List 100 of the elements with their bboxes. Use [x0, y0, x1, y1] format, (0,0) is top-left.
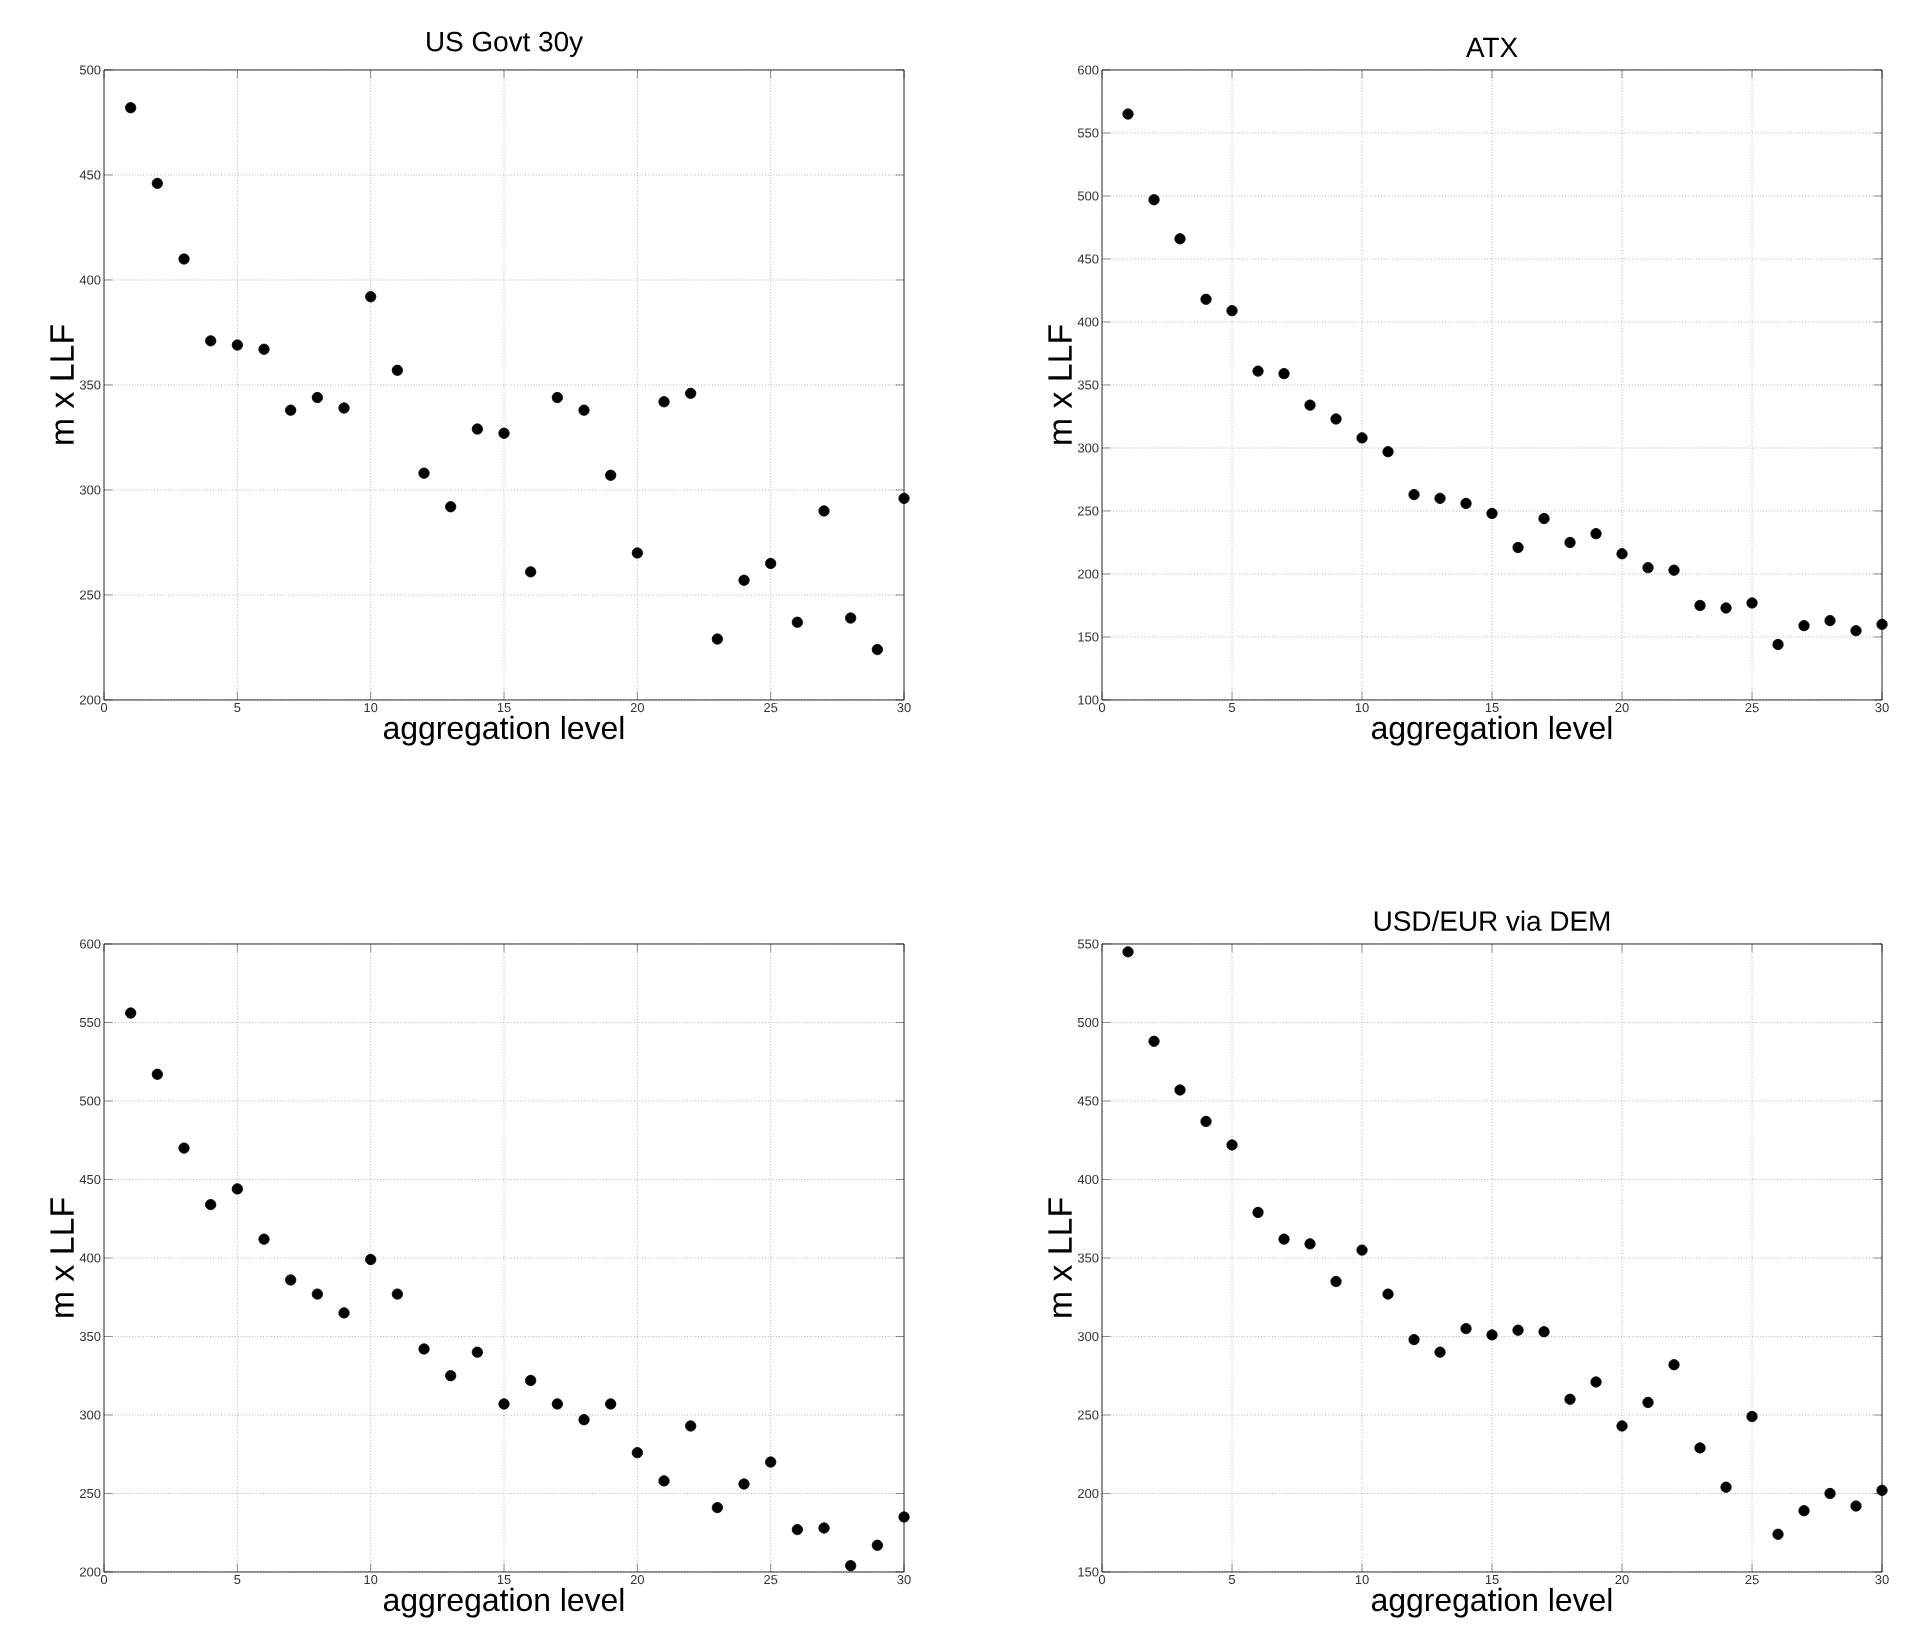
point — [311, 1288, 323, 1300]
point — [285, 1274, 297, 1286]
x-axis-title: aggregation level — [383, 1587, 624, 1618]
point — [125, 102, 137, 114]
point — [1590, 528, 1602, 540]
point — [685, 1420, 697, 1432]
point — [1356, 432, 1368, 444]
point — [711, 1502, 723, 1514]
point — [1564, 536, 1576, 549]
point — [1642, 562, 1654, 574]
point — [1460, 1323, 1472, 1335]
point — [1824, 614, 1836, 627]
point — [1200, 293, 1212, 305]
chart-title: ATX — [1465, 37, 1518, 57]
point — [1538, 512, 1550, 525]
point — [631, 1447, 643, 1459]
point — [818, 505, 830, 517]
point — [1408, 1334, 1420, 1346]
point — [1200, 1115, 1212, 1127]
point — [205, 1198, 217, 1211]
point — [765, 1456, 777, 1468]
point — [1850, 625, 1862, 637]
point — [1512, 1324, 1524, 1336]
point — [151, 1068, 163, 1080]
point — [605, 1398, 617, 1410]
point — [1772, 1528, 1784, 1540]
point — [445, 501, 457, 513]
point — [338, 1307, 350, 1319]
point — [605, 469, 617, 481]
point — [1330, 1275, 1342, 1288]
point — [845, 1560, 857, 1572]
point — [125, 1007, 137, 1019]
point — [871, 1539, 883, 1551]
y-axis-title: m x LLF — [50, 1198, 74, 1317]
point — [338, 402, 350, 414]
chart-title: USD/EUR via DEM — [1374, 910, 1610, 931]
point — [738, 1478, 750, 1490]
point — [1694, 599, 1706, 612]
point — [1278, 368, 1290, 380]
point — [1798, 620, 1810, 632]
point — [1772, 638, 1784, 651]
point — [898, 1511, 910, 1523]
point — [1668, 564, 1680, 576]
point — [178, 1142, 190, 1154]
point — [658, 396, 670, 408]
point — [631, 547, 643, 559]
point — [1850, 1500, 1862, 1512]
point — [1174, 1084, 1186, 1096]
y-axis-title: m x LLF — [1048, 1198, 1072, 1317]
point — [498, 427, 510, 439]
point — [1590, 1376, 1602, 1388]
point — [1668, 1359, 1680, 1371]
point — [1642, 1396, 1654, 1409]
point — [1746, 1410, 1758, 1423]
point — [445, 1370, 457, 1382]
point — [1720, 1481, 1732, 1493]
point — [738, 574, 750, 586]
point — [418, 1343, 430, 1355]
point — [231, 1183, 243, 1195]
point — [178, 253, 190, 265]
y-axis-title: m x LLF — [50, 325, 74, 444]
point — [1252, 1206, 1264, 1219]
point — [1434, 492, 1446, 504]
point — [765, 557, 777, 570]
point — [231, 339, 243, 351]
point — [1746, 597, 1758, 609]
point — [1252, 365, 1264, 377]
point — [1876, 1484, 1888, 1496]
point — [791, 1523, 803, 1536]
point — [1304, 1238, 1316, 1250]
point — [471, 423, 483, 435]
point — [658, 1475, 670, 1487]
point — [1148, 194, 1160, 206]
point — [391, 1288, 403, 1300]
point — [1720, 602, 1732, 614]
point — [1538, 1326, 1550, 1338]
point — [1382, 1288, 1394, 1300]
point — [1226, 305, 1238, 317]
point — [1486, 507, 1498, 520]
point — [311, 391, 323, 404]
point — [578, 1414, 590, 1426]
point — [1148, 1035, 1160, 1047]
point — [898, 492, 910, 504]
point — [1122, 108, 1134, 120]
point — [845, 612, 857, 624]
point — [418, 467, 430, 479]
point — [871, 643, 883, 656]
chart-title: US Govt 30y — [427, 31, 584, 57]
point — [1122, 946, 1134, 958]
point — [1382, 446, 1394, 458]
point — [1564, 1393, 1576, 1405]
x-axis-title: aggregation level — [1371, 1587, 1612, 1618]
point — [365, 291, 377, 303]
point — [525, 1374, 537, 1387]
point — [578, 404, 590, 416]
point — [1616, 548, 1628, 560]
point — [1824, 1487, 1836, 1500]
point — [1876, 618, 1888, 630]
point — [1174, 233, 1186, 245]
point — [1434, 1346, 1446, 1358]
